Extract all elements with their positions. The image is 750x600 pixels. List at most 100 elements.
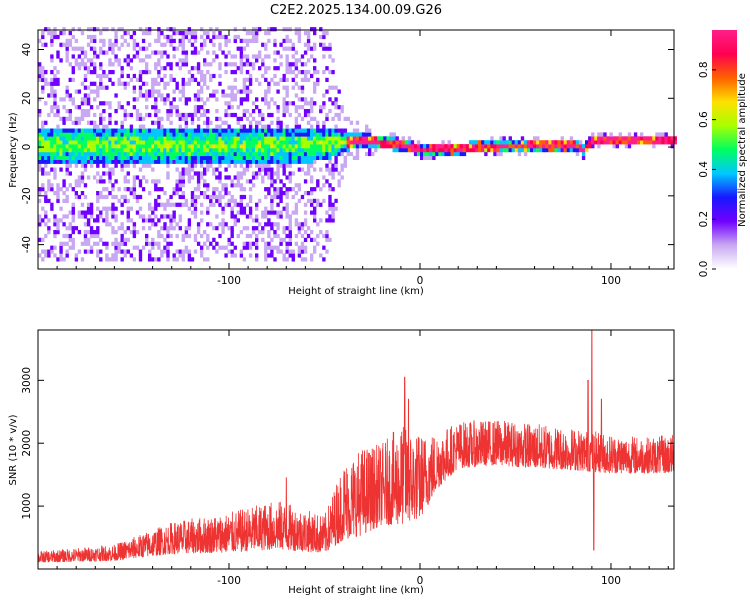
heatmap-cell: [591, 140, 595, 145]
heatmap-cell: [288, 144, 292, 149]
heatmap-cell: [181, 183, 185, 188]
heatmap-cell: [264, 77, 268, 82]
heatmap-cell: [141, 148, 146, 153]
heatmap-cell: [184, 112, 189, 118]
heatmap-cell: [99, 120, 103, 125]
heatmap-cell: [255, 148, 259, 153]
heatmap-cell: [178, 112, 182, 118]
heatmap-cell: [56, 54, 60, 59]
heatmap-cell: [200, 245, 204, 250]
colorbar-tick-label: 0.6: [698, 111, 710, 128]
heatmap-cell: [310, 230, 314, 235]
heatmap-cell: [200, 27, 204, 32]
heatmap-cell: [157, 31, 161, 36]
heatmap-cell: [264, 194, 268, 200]
heatmap-cell: [212, 159, 216, 164]
heatmap-cell: [316, 124, 320, 129]
heatmap-cell: [163, 159, 167, 164]
heatmap-cell: [68, 128, 72, 133]
heatmap-cell: [230, 226, 234, 231]
heatmap-cell: [255, 218, 259, 223]
heatmap-cell: [62, 179, 66, 184]
heatmap-cell: [230, 214, 234, 219]
heatmap-cell: [248, 233, 253, 239]
heatmap-cell: [294, 148, 299, 153]
heatmap-cell: [74, 257, 79, 262]
heatmap-cell: [184, 155, 189, 160]
heatmap-cell: [114, 151, 118, 157]
heatmap-cell: [53, 128, 57, 133]
heatmap-cell: [59, 253, 63, 258]
heatmap-cell: [166, 109, 170, 114]
heatmap-cell: [187, 167, 192, 172]
heatmap-cell: [93, 128, 97, 133]
heatmap-cell: [129, 159, 134, 164]
heatmap-cell: [38, 144, 42, 149]
heatmap-cell: [548, 140, 552, 145]
heatmap-cell: [86, 222, 91, 227]
spectrogram-x-tick-label: 0: [417, 275, 424, 287]
heatmap-cell: [126, 148, 130, 153]
heatmap-cell: [224, 222, 228, 227]
heatmap-cell: [343, 132, 347, 137]
heatmap-cell: [511, 140, 516, 145]
heatmap-cell: [193, 132, 198, 137]
heatmap-cell: [83, 128, 88, 133]
heatmap-cell: [108, 46, 112, 51]
heatmap-cell: [230, 233, 234, 239]
heatmap-cell: [294, 144, 299, 149]
heatmap-cell: [640, 132, 644, 137]
heatmap-cell: [255, 245, 259, 250]
heatmap-cell: [300, 62, 305, 67]
heatmap-cell: [56, 81, 60, 86]
heatmap-cell: [80, 241, 85, 246]
heatmap-cell: [71, 132, 75, 137]
heatmap-cell: [224, 34, 228, 40]
heatmap-cell: [50, 70, 54, 75]
heatmap-cell: [248, 38, 253, 43]
heatmap-cell: [239, 46, 244, 51]
heatmap-cell: [276, 163, 280, 168]
heatmap-cell: [111, 241, 115, 246]
heatmap-cell: [126, 73, 130, 79]
heatmap-cell: [53, 253, 57, 258]
heatmap-cell: [255, 132, 259, 137]
heatmap-cell: [319, 187, 323, 192]
heatmap-cell: [56, 198, 60, 203]
heatmap-cell: [41, 128, 45, 133]
heatmap-cell: [86, 120, 91, 125]
heatmap-cell: [196, 81, 201, 86]
heatmap-cell: [404, 140, 409, 145]
heatmap-cell: [160, 253, 164, 258]
heatmap-cell: [325, 89, 329, 94]
heatmap-cell: [633, 136, 638, 141]
heatmap-cell: [190, 151, 195, 157]
heatmap-cell: [270, 136, 274, 141]
heatmap-cell: [181, 81, 185, 86]
heatmap-cell: [172, 253, 176, 258]
heatmap-cell: [163, 144, 167, 149]
heatmap-cell: [591, 136, 595, 141]
heatmap-cell: [62, 191, 66, 196]
heatmap-cell: [297, 31, 302, 36]
heatmap-cell: [224, 148, 228, 153]
heatmap-cell: [123, 241, 127, 246]
heatmap-cell: [215, 241, 219, 246]
heatmap-cell: [83, 233, 88, 239]
heatmap-cell: [612, 140, 616, 145]
heatmap-cell: [86, 237, 91, 242]
heatmap-cell: [270, 159, 274, 164]
heatmap-cell: [291, 187, 295, 192]
heatmap-cell: [157, 89, 161, 94]
heatmap-cell: [255, 257, 259, 262]
heatmap-cell: [68, 116, 72, 121]
heatmap-cell: [294, 159, 299, 164]
heatmap-cell: [233, 159, 237, 164]
heatmap-cell: [47, 155, 51, 160]
heatmap-cell: [572, 144, 577, 149]
heatmap-cell: [267, 140, 271, 145]
heatmap-cell: [154, 38, 158, 43]
heatmap-cell: [83, 73, 88, 79]
heatmap-cell: [96, 136, 100, 141]
heatmap-cell: [279, 136, 283, 141]
